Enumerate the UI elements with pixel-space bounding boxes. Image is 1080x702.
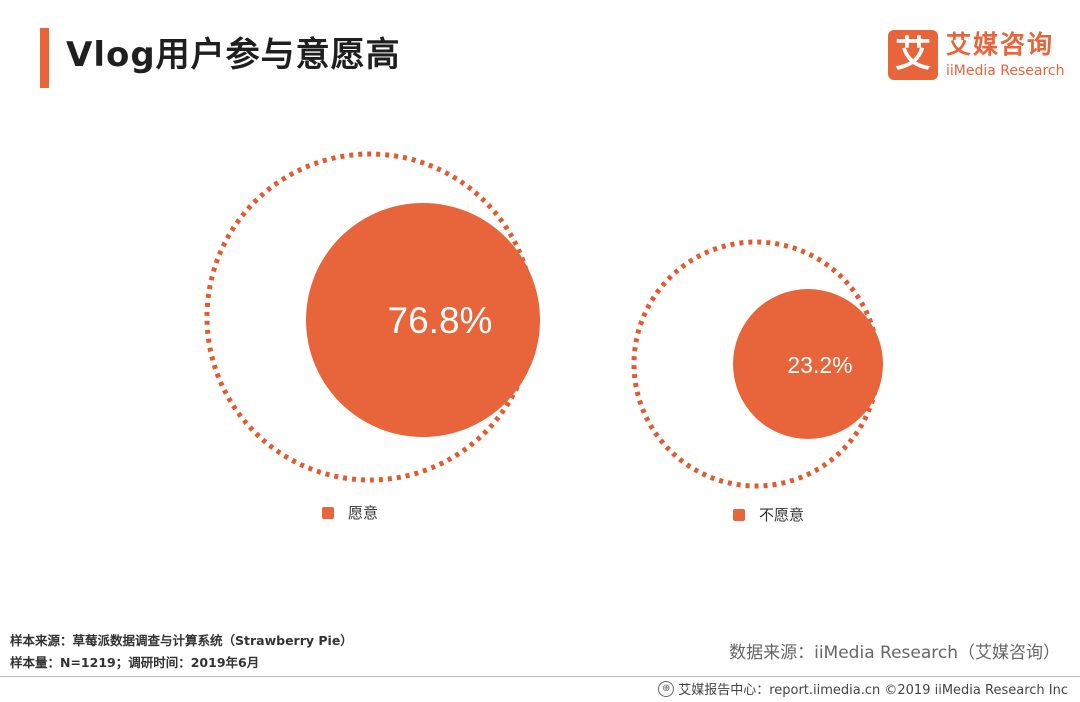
legend-unwilling: 不愿意 — [733, 504, 804, 525]
sample-info: 样本来源：草莓派数据调查与计算系统（Strawberry Pie） 样本量：N=… — [10, 630, 353, 674]
footer-text: 艾媒报告中心：report.iimedia.cn ©2019 iiMedia R… — [678, 683, 1068, 698]
title-accent-bar — [40, 28, 49, 88]
page-title: Vlog用户参与意愿高 — [66, 35, 401, 75]
legend-swatch-willing — [322, 506, 334, 519]
footer: ⊕ 艾媒报告中心：report.iimedia.cn ©2019 iiMedia… — [658, 679, 1068, 698]
legend-label-willing: 愿意 — [348, 504, 379, 522]
brand-logo: 艾 艾媒咨询 iiMedia Research — [888, 30, 1068, 80]
logo-icon: 艾 — [888, 30, 938, 80]
sample-source: 样本来源：草莓派数据调查与计算系统（Strawberry Pie） — [10, 633, 353, 648]
bubble-label-willing: 76.8% — [388, 300, 493, 341]
data-source: 数据来源：iiMedia Research（艾媒咨询） — [729, 643, 1060, 663]
logo-name-cn: 艾媒咨询 — [946, 30, 1055, 59]
legend-label-unwilling: 不愿意 — [759, 506, 805, 524]
bubble-unwilling — [733, 289, 883, 439]
legend-willing: 愿意 — [322, 502, 378, 523]
sample-size: 样本量：N=1219；调研时间：2019年6月 — [10, 655, 260, 670]
legend-swatch-unwilling — [733, 508, 745, 521]
bubble-label-unwilling: 23.2% — [787, 352, 852, 378]
bubble-willing — [306, 203, 540, 437]
logo-name-en: iiMedia Research — [946, 63, 1065, 79]
footer-divider — [0, 676, 1080, 677]
globe-icon: ⊕ — [658, 680, 675, 697]
